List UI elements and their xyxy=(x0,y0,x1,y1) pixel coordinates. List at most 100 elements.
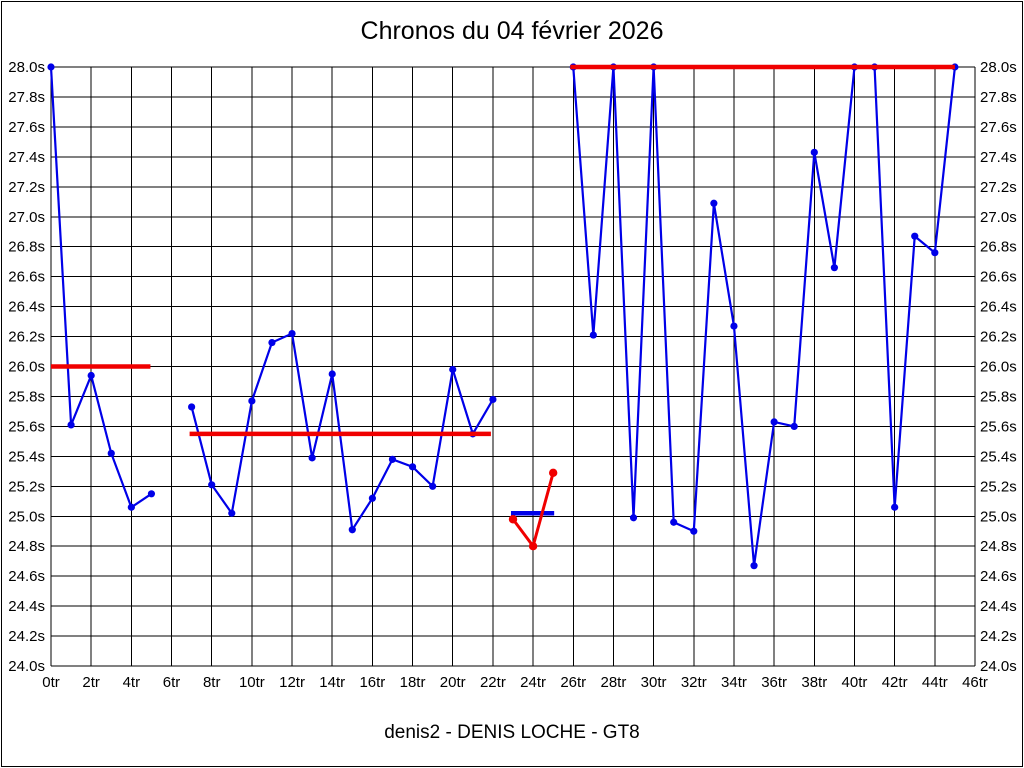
y-axis-tick-label-right: 26.8s xyxy=(980,239,1017,256)
y-axis-tick-label-left: 25.2s xyxy=(8,478,45,495)
data-point-marker xyxy=(548,468,558,478)
data-point-marker xyxy=(810,148,818,156)
data-point-marker xyxy=(730,322,738,330)
data-point-marker xyxy=(388,455,397,463)
x-axis-tick-label: 4tr xyxy=(123,674,141,691)
x-axis-tick-label: 2tr xyxy=(82,674,100,691)
x-axis-tick-label: 36tr xyxy=(761,674,787,691)
y-axis-tick-label-left: 24.6s xyxy=(8,568,45,585)
y-axis-tick-label-right: 27.8s xyxy=(980,89,1017,106)
data-point-marker xyxy=(528,542,538,551)
y-axis-tick-label-right: 26.2s xyxy=(980,329,1017,346)
x-axis-tick-label: 28tr xyxy=(601,674,627,691)
y-axis-tick-label-left: 27.0s xyxy=(8,209,45,226)
data-point-marker xyxy=(248,397,256,405)
lap-times-driver-blue-line xyxy=(49,66,153,509)
y-axis-tick-label-left: 25.8s xyxy=(8,388,45,405)
x-axis-tick-label: 0tr xyxy=(42,674,60,691)
data-point-marker xyxy=(710,199,718,207)
x-axis-tick-label: 38tr xyxy=(801,674,827,691)
data-point-marker xyxy=(750,562,758,570)
y-axis-tick-label-left: 24.4s xyxy=(8,598,45,615)
data-point-marker xyxy=(690,527,698,535)
x-axis-tick-label: 42tr xyxy=(882,674,908,691)
data-point-marker xyxy=(489,395,497,404)
data-point-marker xyxy=(629,514,638,522)
x-axis-tick-label: 22tr xyxy=(480,674,506,691)
y-axis-tick-label-right: 25.2s xyxy=(980,478,1017,495)
y-axis-tick-label-right: 27.6s xyxy=(980,119,1017,136)
y-axis-tick-label-right: 24.6s xyxy=(980,568,1017,585)
y-axis-tick-label-right: 26.0s xyxy=(980,359,1017,376)
x-axis-tick-label: 26tr xyxy=(560,674,586,691)
y-axis-tick-label-right: 27.0s xyxy=(980,209,1017,226)
x-axis-tick-label: 32tr xyxy=(681,674,707,691)
y-axis-tick-label-right: 25.0s xyxy=(980,508,1017,525)
x-axis-tick-label: 30tr xyxy=(641,674,667,691)
y-axis-tick-label-left: 25.6s xyxy=(8,418,45,435)
data-point-marker xyxy=(107,449,115,457)
x-axis-tick-label: 20tr xyxy=(440,674,466,691)
x-axis-tick-label: 16tr xyxy=(359,674,385,691)
data-point-marker xyxy=(47,63,55,71)
data-point-marker xyxy=(589,331,597,339)
data-point-marker xyxy=(429,482,437,490)
data-point-marker xyxy=(891,503,899,511)
data-point-marker xyxy=(127,503,135,511)
y-axis-tick-label-left: 26.6s xyxy=(8,269,45,286)
y-axis-tick-label-left: 26.8s xyxy=(8,239,45,256)
data-point-marker xyxy=(449,365,457,374)
y-axis-tick-label-left: 25.4s xyxy=(8,448,45,465)
y-axis-tick-label-right: 27.4s xyxy=(980,149,1017,166)
x-axis-tick-label: 40tr xyxy=(842,674,868,691)
y-axis-tick-label-right: 28.0s xyxy=(980,59,1017,76)
data-point-marker xyxy=(208,481,216,489)
y-axis-tick-label-left: 24.8s xyxy=(8,538,45,555)
y-axis-tick-label-right: 26.4s xyxy=(980,299,1017,316)
data-point-marker xyxy=(670,518,678,526)
y-axis-tick-label-right: 25.8s xyxy=(980,388,1017,405)
data-point-marker xyxy=(830,264,838,272)
y-axis-tick-label-left: 27.4s xyxy=(8,149,45,166)
chart-title: Chronos du 04 février 2026 xyxy=(360,17,664,45)
data-point-marker xyxy=(87,371,95,380)
y-axis-tick-label-left: 25.0s xyxy=(8,508,45,525)
data-point-marker xyxy=(288,329,296,338)
data-point-marker xyxy=(348,526,356,534)
y-axis-tick-label-left: 24.2s xyxy=(8,628,45,645)
data-point-marker xyxy=(308,454,316,462)
data-point-marker xyxy=(368,494,376,502)
y-axis-tick-label-right: 24.2s xyxy=(980,628,1017,645)
data-point-marker xyxy=(790,422,798,430)
x-axis-tick-label: 18tr xyxy=(400,674,426,691)
data-point-marker xyxy=(328,370,336,378)
x-axis-tick-label: 12tr xyxy=(279,674,305,691)
lap-times-driver-blue-line xyxy=(190,331,494,533)
y-axis-tick-label-left: 27.6s xyxy=(8,119,45,136)
x-axis-tick-label: 44tr xyxy=(922,674,948,691)
y-axis-tick-label-left: 27.2s xyxy=(8,179,45,196)
lap-times-driver-blue-line xyxy=(572,65,957,566)
y-axis-tick-label-right: 25.4s xyxy=(980,448,1017,465)
y-axis-tick-label-right: 24.8s xyxy=(980,538,1017,555)
data-point-marker xyxy=(228,509,236,517)
y-axis-tick-label-right: 27.2s xyxy=(980,179,1017,196)
x-axis-tick-label: 6tr xyxy=(163,674,181,691)
y-axis-tick-label-left: 26.4s xyxy=(8,299,45,316)
data-point-marker xyxy=(188,403,196,411)
data-point-marker xyxy=(931,249,939,257)
x-axis-tick-label: 46tr xyxy=(962,674,988,691)
y-axis-tick-label-left: 26.2s xyxy=(8,329,45,346)
y-axis-tick-label-right: 24.0s xyxy=(980,658,1017,675)
x-axis-tick-label: 34tr xyxy=(721,674,747,691)
data-point-marker xyxy=(508,515,518,524)
y-axis-tick-label-left: 27.8s xyxy=(8,89,45,106)
data-point-marker xyxy=(268,338,276,347)
y-axis-tick-label-right: 25.6s xyxy=(980,418,1017,435)
data-point-marker xyxy=(147,490,156,498)
y-axis-tick-label-left: 28.0s xyxy=(8,59,45,76)
y-axis-tick-label-right: 24.4s xyxy=(980,598,1017,615)
data-point-marker xyxy=(911,232,919,240)
